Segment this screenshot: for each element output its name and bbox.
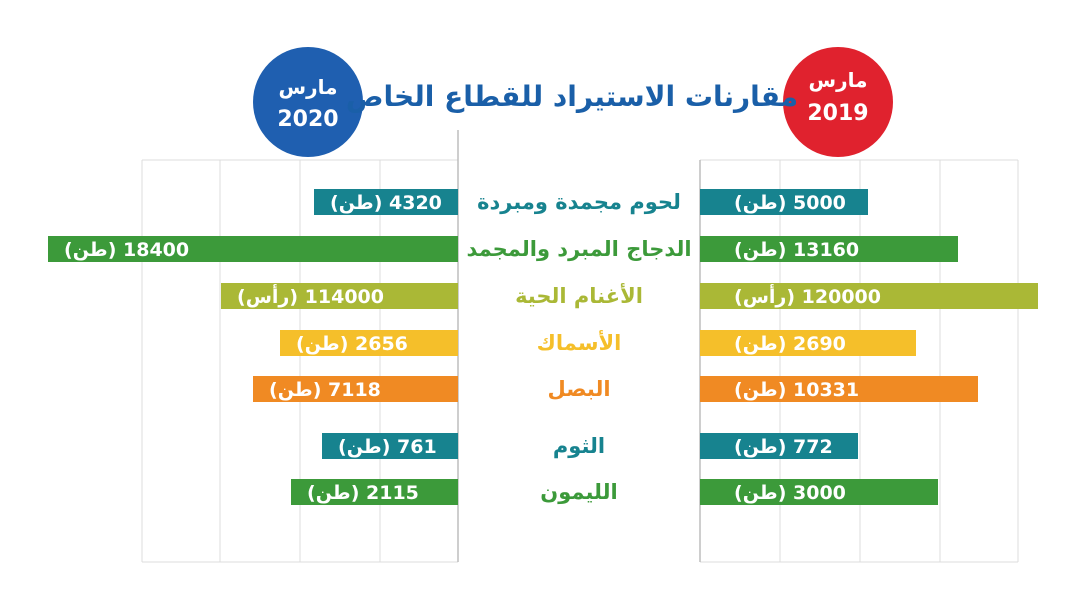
bar-2019-label-5: (طن) 772 (734, 436, 833, 458)
bar-2019-4 (700, 376, 978, 402)
bar-2020-label-1: (طن) 18400 (64, 239, 189, 261)
badge-2019-year: 2019 (807, 101, 868, 126)
bar-2019-label-1: (طن) 13160 (734, 239, 859, 261)
badge-2019-month: مارس (808, 68, 867, 92)
bar-2020-label-5: (طن) 761 (338, 436, 437, 458)
bar-2019-label-3: (طن) 2690 (734, 333, 846, 355)
bar-2020-label-4: (طن) 7118 (269, 379, 381, 401)
badge-2019-circle (783, 47, 893, 157)
badge-2020-circle (253, 47, 363, 157)
bars: (طن) 4320 (طن) 5000 (طن) 18400 (طن) 13160 (ر… (48, 189, 1038, 505)
bar-2020-1 (48, 236, 458, 262)
bar-2020-0 (314, 189, 458, 215)
bar-2019-label-4: (طن) 10331 (734, 379, 859, 401)
bar-2019-6 (700, 479, 938, 505)
category-label-5: الثوم (553, 434, 605, 458)
bar-2020-5 (322, 433, 458, 459)
category-label-0: لحوم مجمدة ومبردة (477, 190, 681, 214)
bar-2020-3 (280, 330, 458, 356)
category-label-6: الليمون (540, 480, 617, 504)
badge-2019: مارس 2019 (783, 47, 893, 157)
bar-2019-1 (700, 236, 958, 262)
bar-2019-0 (700, 189, 868, 215)
bar-2020-2 (221, 283, 458, 309)
category-label-4: البصل (547, 377, 610, 401)
bar-2020-4 (253, 376, 458, 402)
bar-2019-3 (700, 330, 916, 356)
badge-2020: مارس 2020 (253, 47, 363, 157)
category-label-1: الدجاج المبرد والمجمد (466, 237, 691, 262)
bar-2020-label-3: (طن) 2656 (296, 333, 408, 355)
bar-2019-5 (700, 433, 858, 459)
bar-2020-label-6: (طن) 2115 (307, 482, 419, 504)
chart-title: مقارنات الاستيراد للقطاع الخاص (346, 80, 798, 113)
category-label-2: الأغنام الحية (515, 282, 643, 308)
category-label-3: الأسماك (537, 329, 622, 355)
category-labels: لحوم مجمدة ومبردة الدجاج المبرد والمجمد ال… (466, 190, 691, 504)
bar-2019-label-0: (طن) 5000 (734, 192, 846, 214)
bar-2020-6 (291, 479, 458, 505)
bar-2019-label-6: (طن) 3000 (734, 482, 846, 504)
bar-2020-label-2: (رأس) 114000 (237, 284, 384, 308)
bar-2019-label-2: (رأس) 120000 (734, 284, 881, 308)
bar-2020-label-0: (طن) 4320 (330, 192, 442, 214)
badge-2020-month: مارس (278, 75, 337, 99)
bar-2019-2 (700, 283, 1038, 309)
badge-2020-year: 2020 (277, 107, 338, 132)
